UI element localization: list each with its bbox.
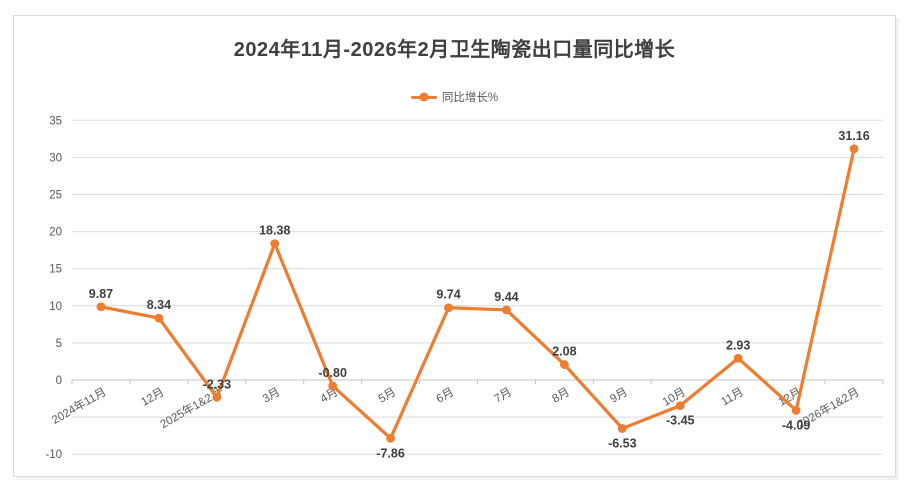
data-point-marker <box>154 313 164 323</box>
chart-title: 2024年11月-2026年2月卫生陶瓷出口量同比增长 <box>233 39 676 61</box>
data-label: 8.34 <box>147 298 171 312</box>
y-axis-tick-label: 35 <box>49 115 62 127</box>
data-point-marker <box>328 381 338 391</box>
data-label: -4.09 <box>782 418 811 432</box>
x-axis-tick-label: 3月 <box>261 386 283 405</box>
y-axis-tick-label: -10 <box>45 449 62 461</box>
data-label: -7.86 <box>376 446 405 460</box>
data-label: -3.45 <box>666 414 695 428</box>
legend-line-marker-icon <box>410 92 437 102</box>
y-axis-tick-label: 25 <box>49 190 62 202</box>
y-axis-tick-label: 30 <box>49 152 62 164</box>
chart-card <box>13 15 896 477</box>
data-point-marker <box>733 353 743 363</box>
data-label: -2.33 <box>203 377 232 391</box>
series-line <box>99 147 856 440</box>
data-label: 9.44 <box>494 290 518 304</box>
data-labels: 9.87 8.34 -2.33 18.38 -0.80 -7.86 9.74 9.44 2.08… <box>89 129 870 461</box>
x-axis-tick-label: 12月 <box>139 386 166 409</box>
data-point-marker <box>502 305 511 315</box>
y-axis-tick-label: 0 <box>56 375 62 387</box>
data-label: 9.87 <box>89 287 113 301</box>
x-axis-tick-label: 11月 <box>719 386 745 408</box>
data-label: 9.74 <box>436 288 460 302</box>
data-point-marker <box>617 424 627 433</box>
x-axis-tick-label: 8月 <box>550 386 572 405</box>
y-axis-tick-label: 5 <box>56 338 62 350</box>
x-axis-tick-label: 7月 <box>492 386 514 405</box>
x-axis-tick-label: 9月 <box>608 386 630 405</box>
legend-label: 同比增长% <box>441 92 499 104</box>
data-label: 2.08 <box>552 345 576 359</box>
gridlines <box>72 119 883 455</box>
legend-dot-icon <box>419 92 429 102</box>
data-point-marker <box>849 144 859 154</box>
x-axis-tick-label: 2024年11月 <box>49 384 108 426</box>
data-point-marker <box>675 401 685 410</box>
data-point-markers <box>96 144 859 443</box>
data-point-marker <box>270 239 280 249</box>
data-point-marker <box>386 433 396 443</box>
data-point-marker <box>791 405 801 415</box>
data-label: 2.93 <box>726 338 750 352</box>
y-axis-tick-label: 15 <box>49 264 62 276</box>
data-label: -0.80 <box>318 366 347 380</box>
data-point-marker <box>96 302 106 312</box>
data-point-marker <box>559 360 569 369</box>
legend[interactable]: 同比增长% <box>13 89 896 105</box>
data-point-marker <box>212 392 222 402</box>
x-axis-tick-label: 6月 <box>435 386 457 405</box>
x-axis-tick-label: 5月 <box>377 386 399 405</box>
y-axis-tick-label: 20 <box>49 227 62 239</box>
data-label: 18.38 <box>259 224 290 238</box>
data-label: 31.16 <box>838 129 869 143</box>
data-label: -6.53 <box>608 436 637 450</box>
y-axis-tick-label: 10 <box>49 301 62 313</box>
data-point-marker <box>444 303 453 313</box>
y-axis-labels: 35 30 25 20 15 10 5 0 -10 <box>45 115 62 461</box>
